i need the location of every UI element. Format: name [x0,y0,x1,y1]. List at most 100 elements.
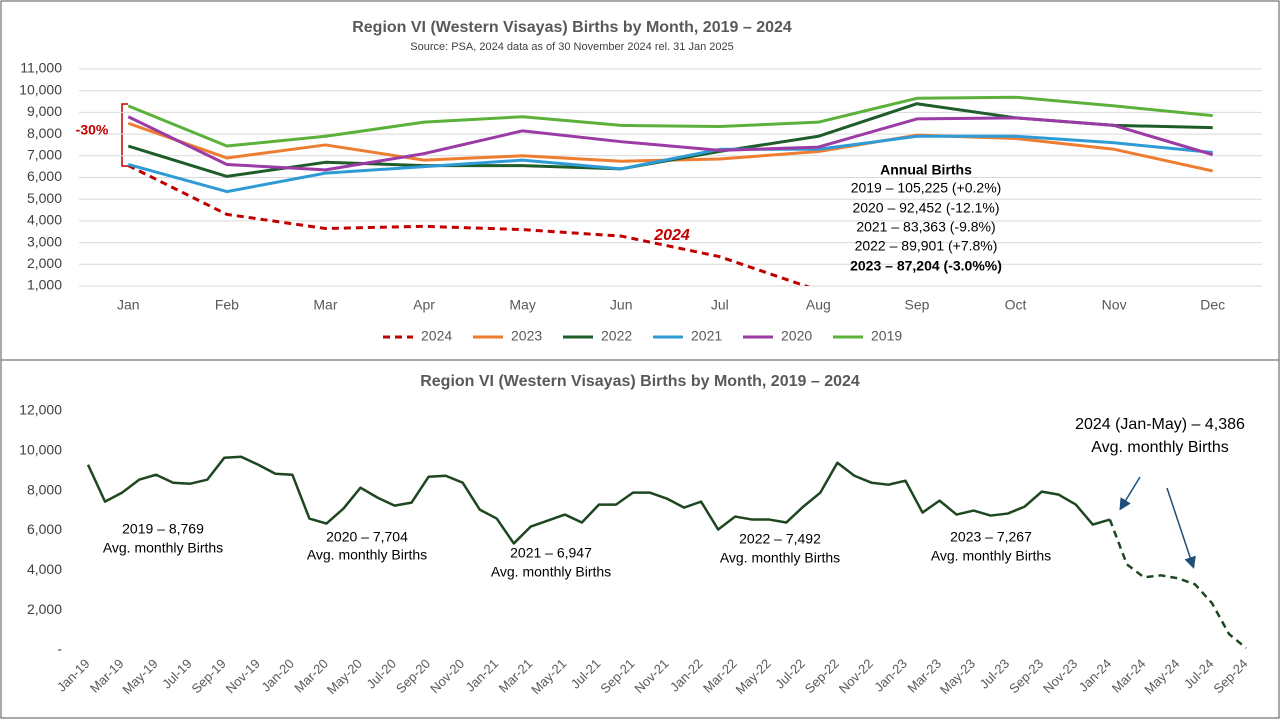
x-tick-label: Nov-19 [223,656,263,696]
y-tick-label: 2,000 [27,255,62,271]
x-tick-label: Feb [215,297,239,313]
legend-label: 2019 [871,328,902,344]
panel-border [0,0,1280,361]
annotation: 2024 (Jan-May) – 4,386 [1075,416,1245,433]
x-tick-label: Nov-22 [836,656,876,696]
x-tick-label: Sep-20 [393,656,433,696]
chart-subtitle: Source: PSA, 2024 data as of 30 November… [410,41,734,53]
y-tick-label: 1,000 [27,277,62,293]
annotation: 2021 – 6,947 [510,545,592,561]
arrow [1119,476,1141,511]
arrow [1166,487,1196,569]
x-tick-label: Sep-21 [597,656,637,696]
annotation: Avg. monthly Births [1091,439,1229,456]
x-tick-label: Jan-21 [463,656,502,695]
x-tick-label: May-19 [119,656,160,697]
y-tick-label: 10,000 [19,81,62,97]
x-tick-label: Nov-21 [631,656,671,696]
annotation: 2022 – 7,492 [739,531,821,547]
x-tick-label: Jan-22 [667,656,706,695]
annual-line: 2023 – 87,204 (-3.0%%) [850,258,1002,274]
series-line [1108,519,1247,649]
y-tick-label: 4,000 [27,561,62,577]
annotation: 2020 – 7,704 [326,529,408,545]
x-tick-label: May [509,297,535,313]
annual-line: 2021 – 83,363 (-9.8%) [856,219,995,235]
y-tick-label: 5,000 [27,190,62,206]
y-tick-label: 2,000 [27,601,62,617]
annotation: Avg. monthly Births [931,548,1051,564]
y-tick-label: 4,000 [27,212,62,228]
x-tick-label: Mar-19 [87,656,127,696]
x-tick-label: May-20 [324,656,365,697]
bracket [121,103,128,167]
x-tick-label: Nov-20 [427,656,467,696]
y-tick-label: 12,000 [19,402,62,418]
chart-title: Region VI (Western Visayas) Births by Mo… [420,373,860,390]
annual-line: 2022 – 89,901 (+7.8%) [855,238,998,254]
legend-label: 2021 [691,328,722,344]
x-tick-label: Aug [806,297,831,313]
annotation: -30% [76,122,109,138]
x-tick-label: Mar-22 [700,656,740,696]
y-tick-label: 7,000 [27,147,62,163]
annual-line: 2019 – 105,225 (+0.2%) [851,180,1002,196]
annotation: Avg. monthly Births [103,540,223,556]
y-tick-label: 8,000 [27,481,62,497]
x-tick-label: Mar-24 [1109,656,1149,696]
x-tick-label: Mar [313,297,337,313]
annotation: 2024 [653,227,690,244]
x-tick-label: Apr [413,297,435,313]
y-tick-label: 9,000 [27,103,62,119]
x-tick-label: Nov [1102,297,1127,313]
legend-label: 2020 [781,328,812,344]
x-tick-label: Dec [1200,297,1225,313]
annotation: Avg. monthly Births [720,550,840,566]
y-tick-label: 3,000 [27,233,62,249]
annotation: 2023 – 7,267 [950,529,1032,545]
x-tick-label: May-23 [937,656,978,697]
legend-label: 2024 [421,328,452,344]
x-tick-label: Mar-23 [904,656,944,696]
x-tick-label: Sep-23 [1006,656,1046,696]
series-line [127,95,1213,148]
x-tick-label: Sep-19 [189,656,229,696]
y-tick-label: 11,000 [20,60,62,76]
series-line [86,455,1111,545]
y-tick-label: 8,000 [27,125,62,141]
x-tick-label: May-22 [733,656,774,697]
chart-title: Region VI (Western Visayas) Births by Mo… [352,19,792,36]
annual-title: Annual Births [880,162,972,178]
x-tick-label: Mar-21 [496,656,536,696]
annotation: Avg. monthly Births [307,547,427,563]
x-tick-label: Sep-24 [1210,656,1250,696]
x-tick-label: Jan-23 [871,656,910,695]
x-tick-label: Jun [610,297,633,313]
x-tick-label: Jan-19 [54,656,93,695]
y-tick-label: 10,000 [19,442,62,458]
x-tick-label: Jan-20 [258,656,297,695]
x-tick-label: Sep-22 [802,656,842,696]
y-tick-label: 6,000 [27,521,62,537]
x-tick-label: May-24 [1141,656,1182,697]
x-tick-label: Mar-20 [291,656,331,696]
x-tick-label: Sep [904,297,929,313]
legend-label: 2023 [511,328,542,344]
legend-label: 2022 [601,328,632,344]
series-line [127,115,1214,172]
y-tick-label: 6,000 [27,168,62,184]
x-tick-label: Nov-23 [1040,656,1080,696]
series-line [127,134,1213,194]
x-tick-label: Jan [117,297,140,313]
annotation: 2019 – 8,769 [122,521,204,537]
x-tick-label: May-21 [528,656,569,697]
series-line [127,164,811,286]
annual-line: 2020 – 92,452 (-12.1%) [852,200,999,216]
annotation: Avg. monthly Births [491,564,611,580]
x-tick-label: Jul [711,297,729,313]
y-tick-label: - [57,641,62,657]
panel-border [0,359,1280,719]
x-tick-label: Oct [1005,297,1027,313]
x-tick-label: Jan-24 [1076,656,1115,695]
